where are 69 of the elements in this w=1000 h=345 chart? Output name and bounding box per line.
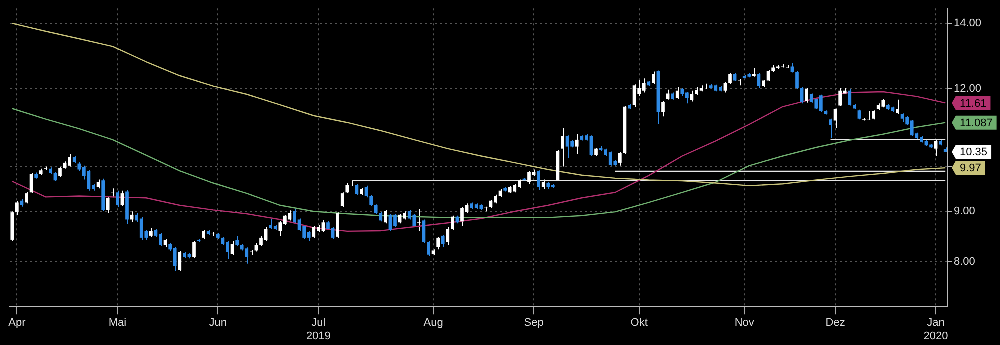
text: 10.35 (960, 146, 988, 159)
data-label: 11.61 (960, 98, 987, 110)
candlestick (250, 250, 254, 256)
candlestick (652, 71, 656, 85)
candlestick (236, 235, 239, 247)
candlestick (728, 72, 732, 85)
x-tick-label: Dez (826, 317, 846, 330)
candlestick (796, 70, 799, 90)
candlestick (690, 90, 694, 102)
candlestick (58, 166, 62, 178)
candlestick (790, 62, 794, 74)
candlestick (618, 152, 622, 166)
candlestick (25, 192, 28, 204)
candlestick (230, 240, 234, 256)
candlestick (446, 226, 450, 246)
candlestick (575, 134, 579, 155)
candlestick (676, 86, 680, 100)
candlestick (834, 108, 838, 129)
x-tick-label: Okt (630, 317, 648, 330)
x-tick-label: Sep (524, 317, 544, 330)
candlestick (106, 196, 110, 214)
candlestick (436, 236, 440, 250)
candlestick (427, 240, 430, 256)
candlestick (336, 212, 340, 238)
data-label: 9.97 (960, 162, 982, 175)
candlestick (848, 88, 852, 106)
candlestick (872, 110, 876, 120)
candlestick (355, 184, 359, 196)
candlestick (829, 118, 832, 138)
candlestick (561, 128, 564, 168)
x-tick-label: Jan 2020 (924, 317, 948, 342)
candlestick (374, 204, 378, 214)
x-tick-label: Jun (209, 317, 228, 330)
candlestick (116, 190, 120, 208)
candlestick (178, 250, 182, 272)
y-tick-label: 14.00 (954, 18, 982, 30)
candlestick (192, 240, 196, 259)
candlestick (805, 88, 808, 104)
candlestick (150, 228, 153, 238)
x-tick-label: Nov (734, 317, 755, 330)
data-label: 11.087 (960, 117, 993, 130)
candlestick (120, 190, 124, 207)
candlestick (340, 192, 344, 208)
candlestick (384, 210, 388, 224)
y-tick-label: 12.00 (954, 83, 982, 96)
candlestick (422, 219, 426, 244)
x-tick-label: Apr (8, 317, 26, 330)
candlestick (451, 215, 454, 230)
y-tick-label: 8.00 (954, 256, 976, 268)
candlestick (54, 172, 58, 182)
candlestick (896, 99, 900, 114)
x-tick-label: Jul 2019 (306, 317, 331, 342)
x-tick-label: Aug (424, 317, 444, 330)
candlestick (662, 100, 665, 118)
candlestick (542, 179, 546, 190)
candlestick (858, 109, 862, 120)
candlestick (441, 234, 445, 248)
candlestick (724, 82, 728, 94)
candlestick (346, 182, 350, 194)
candlestick (111, 188, 115, 198)
candlestick (379, 212, 383, 222)
candlestick (418, 208, 421, 232)
candlestick (934, 139, 938, 157)
candlestick (16, 200, 19, 216)
candlestick (757, 72, 761, 89)
y-tick-label: 9.00 (954, 206, 976, 218)
x-tick-label: Mai (108, 317, 127, 330)
candlestick (537, 170, 540, 190)
candlestick (350, 180, 354, 187)
